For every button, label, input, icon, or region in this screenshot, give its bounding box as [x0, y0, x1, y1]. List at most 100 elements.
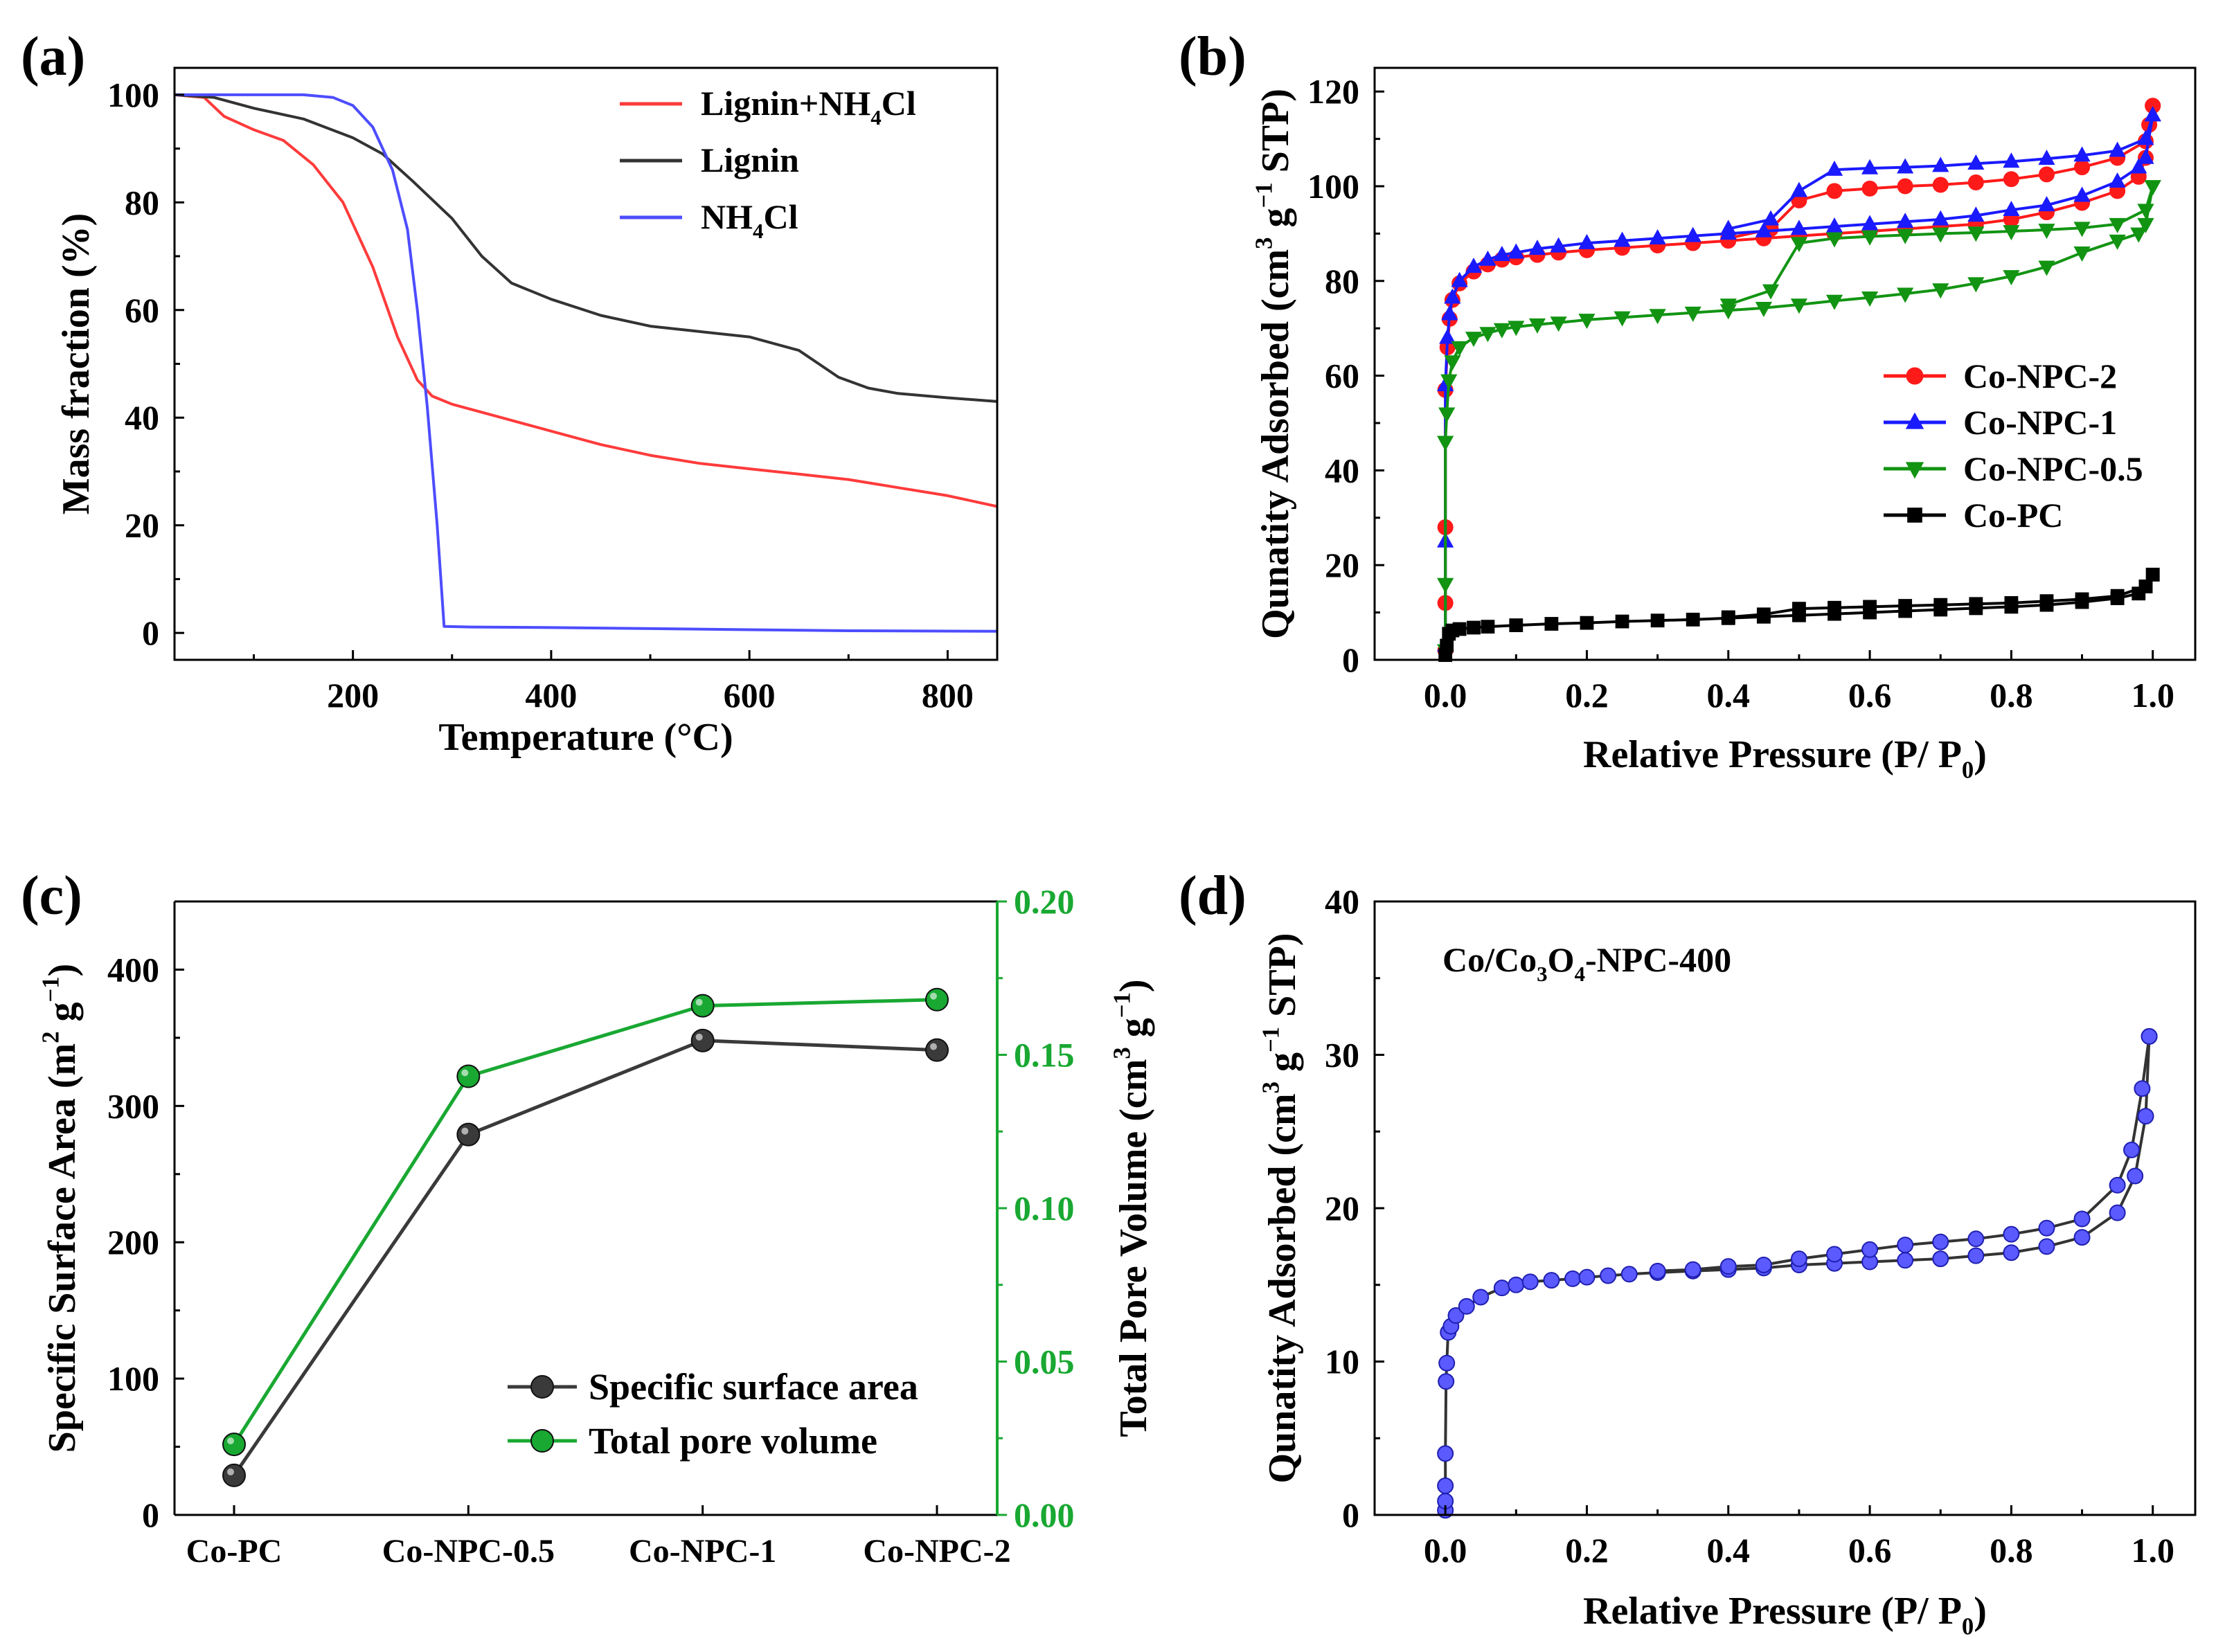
y-tick-label: 60 [125, 291, 159, 330]
data-point [1861, 180, 1878, 197]
data-point [1508, 321, 1525, 336]
legend-marker-2 [1905, 462, 1924, 479]
data-point [1825, 217, 1843, 233]
data-point [1437, 1477, 1454, 1494]
data-point [2074, 159, 2091, 176]
y-tick-label: 0 [142, 1496, 159, 1534]
legend-label-1: Co-NPC-1 [1963, 403, 2117, 442]
y2-axis-label-part: g [1112, 1018, 1155, 1047]
data-point [1790, 1250, 1807, 1268]
data-point-highlight [695, 1033, 703, 1041]
data-point [2003, 152, 2020, 168]
legend-label-2-part: Cl [764, 197, 798, 236]
data-point-highlight [227, 1468, 234, 1475]
data-point [1580, 616, 1594, 630]
data-point [2073, 1210, 2091, 1228]
data-point [2137, 204, 2154, 219]
y2-tick-label: 0.20 [1014, 882, 1075, 921]
y-axis-label-part: −1 [37, 976, 64, 1002]
data-point-highlight [461, 1069, 469, 1077]
data-point [1684, 306, 1701, 322]
legend-label-2: NH4Cl [701, 197, 798, 243]
annotation-sample-part: 3 [1537, 962, 1548, 986]
y-tick-label: 80 [1325, 262, 1359, 300]
data-point [1897, 158, 1914, 174]
y2-tick-label: 0.00 [1014, 1496, 1075, 1534]
data-point [1967, 1230, 1985, 1248]
data-point [1451, 271, 1468, 287]
data-point [1550, 316, 1567, 332]
x-axis-label-part: 0 [1962, 757, 1974, 784]
series-line-0 [232, 1039, 938, 1477]
x-tick-label: 1.0 [2131, 1531, 2174, 1570]
y-tick-label: 0 [1342, 640, 1359, 679]
legend-marker-1 [1905, 412, 1924, 429]
data-point [2144, 180, 2161, 196]
data-point [2073, 1229, 2091, 1246]
data-point [2038, 224, 2055, 240]
data-point [1447, 1307, 1465, 1325]
x-tick-label: 0.0 [1424, 676, 1467, 715]
data-point [1790, 219, 1808, 235]
y-axis-label-part: 2 [37, 1031, 64, 1043]
x-tick-label: 0.2 [1565, 676, 1609, 715]
data-point [1458, 1298, 1475, 1315]
data-point [2073, 146, 2091, 162]
data-point [1614, 231, 1631, 247]
y2-axis-label-part: 3 [1108, 1047, 1135, 1059]
series-line-0 [174, 93, 998, 508]
data-point [1861, 291, 1879, 307]
data-point [2130, 158, 2147, 174]
data-point [2130, 227, 2147, 243]
data-point [1684, 1261, 1701, 1278]
data-point [2038, 196, 2055, 212]
data-point [1479, 327, 1496, 343]
data-point [2144, 106, 2161, 122]
data-point [1578, 314, 1596, 330]
data-point [1564, 1270, 1582, 1287]
y-axis-label-part: Specific Surface Area (m [41, 1043, 84, 1453]
data-point [1826, 1246, 1843, 1263]
data-point [2004, 596, 2019, 610]
y-tick-label: 20 [1325, 546, 1359, 584]
x-axis-label-part: ) [1974, 733, 1987, 776]
data-point [1521, 1273, 1539, 1291]
x-tick-label: 800 [922, 676, 974, 715]
x-tick-label: 200 [327, 676, 379, 715]
x-tick-label: 0.2 [1565, 1531, 1609, 1570]
y-tick-label: 100 [107, 75, 159, 114]
data-point [1932, 156, 1949, 172]
data-point [2073, 186, 2091, 202]
data-point [2075, 592, 2089, 607]
data-point [1828, 600, 1841, 615]
data-point [2145, 567, 2160, 582]
data-point [1452, 622, 1467, 636]
data-point [1508, 243, 1525, 259]
data-point [1479, 250, 1496, 266]
legend-marker-0 [1906, 367, 1924, 385]
data-point [2003, 1244, 2020, 1262]
legend-label-0: Co-NPC-2 [1963, 357, 2117, 395]
data-point [1967, 277, 1985, 293]
data-point [2073, 222, 2091, 237]
adsorption-line-3 [1444, 573, 2154, 656]
panel-d-frame [1373, 900, 2197, 1516]
y-axis-label-part: g [1254, 208, 1297, 237]
data-point [1438, 1373, 1455, 1390]
y2-axis-label-part: Total Pore Volume (cm [1112, 1059, 1155, 1437]
data-point [2109, 234, 2126, 250]
y-tick-label: 100 [1307, 167, 1359, 206]
data-point [1444, 355, 1461, 371]
data-point [1649, 229, 1666, 245]
y-axis-label-part: STP) [1261, 933, 1304, 1026]
legend-label-2-part: NH [701, 197, 753, 236]
data-point-highlight [461, 1127, 469, 1135]
y-tick-label: 20 [1325, 1189, 1359, 1228]
panel-label-a: (a) [21, 26, 85, 87]
data-point [2138, 580, 2153, 593]
data-point [456, 1064, 481, 1088]
data-point [2109, 1176, 2126, 1194]
data-point [2109, 141, 2126, 157]
